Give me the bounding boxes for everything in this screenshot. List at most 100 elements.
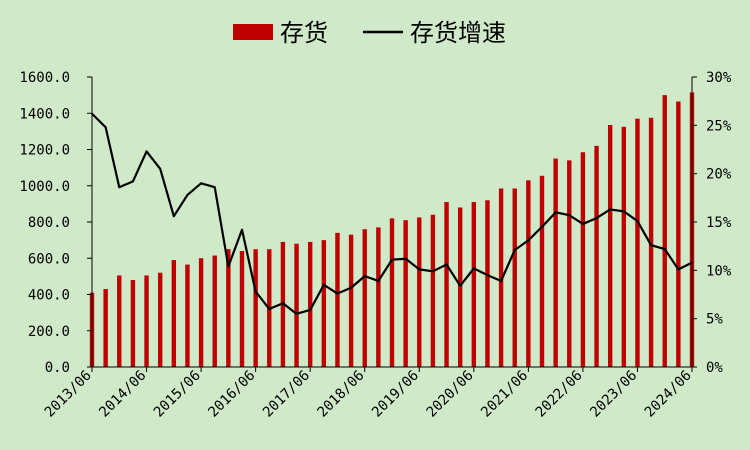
bar-2014-03 — [130, 280, 136, 367]
y-right-tick-label: 20% — [706, 167, 732, 183]
bar-2020-06 — [471, 202, 477, 367]
bar-2016-03 — [239, 251, 245, 367]
bar-2017-03 — [294, 243, 299, 367]
y-left-tick-label: 1600.0 — [19, 70, 70, 86]
growth-point-2020-03 — [459, 285, 461, 287]
bar-2018-09 — [376, 227, 381, 367]
growth-point-2023-06 — [636, 220, 639, 222]
y-left-tick-label: 1200.0 — [19, 143, 70, 159]
growth-point-2020-12 — [500, 280, 502, 282]
x-tick-label: 2022/06 — [533, 368, 586, 421]
growth-point-2014-06 — [145, 150, 148, 153]
growth-point-2015-06 — [200, 182, 202, 185]
growth-point-2014-09 — [159, 168, 161, 170]
x-tick-label: 2021/06 — [478, 368, 531, 421]
y-left-tick-label: 200.0 — [28, 324, 70, 340]
bar-2018-06 — [362, 229, 367, 367]
bar-2023-03 — [621, 126, 627, 367]
growth-point-2021-09 — [541, 226, 543, 228]
bar-2022-12 — [607, 125, 613, 367]
growth-point-2017-12 — [336, 292, 339, 295]
growth-point-2013-09 — [104, 126, 107, 129]
bar-2014-12 — [171, 260, 177, 367]
y-left-tick-label: 1000.0 — [19, 179, 70, 195]
bar-2020-09 — [485, 200, 490, 367]
x-tick-label: 2017/06 — [260, 368, 313, 421]
growth-point-2022-12 — [609, 208, 611, 211]
bar-2023-12 — [662, 95, 667, 368]
growth-point-2020-09 — [486, 274, 489, 276]
growth-point-2014-12 — [173, 215, 175, 217]
y-right-tick-label: 30% — [706, 70, 732, 86]
bar-2016-06 — [253, 249, 258, 367]
bar-2020-03 — [457, 207, 463, 367]
bar-2022-03 — [567, 160, 572, 368]
bar-2019-12 — [444, 202, 449, 367]
x-tick-label: 2015/06 — [151, 368, 204, 421]
growth-point-2023-03 — [623, 210, 625, 213]
y-left-tick-label: 800.0 — [28, 215, 70, 231]
x-tick-label: 2016/06 — [205, 368, 258, 421]
growth-point-2015-03 — [186, 194, 189, 196]
bar-2024-03 — [676, 101, 681, 367]
legend-label-growth: 存货增速 — [410, 19, 506, 47]
bar-2021-09 — [539, 175, 545, 367]
growth-point-2016-06 — [254, 290, 257, 293]
y-right-tick-label: 15% — [706, 215, 732, 231]
growth-point-2019-09 — [432, 270, 434, 273]
x-tick-label: 2018/06 — [315, 368, 368, 421]
growth-point-2015-09 — [213, 186, 216, 188]
bar-2013-09 — [103, 289, 108, 367]
bar-2017-12 — [335, 232, 340, 368]
x-tick-label: 2024/06 — [642, 368, 695, 421]
bar-2015-06 — [198, 258, 204, 367]
growth-point-2024-03 — [677, 268, 680, 271]
y-left-tick-label: 400.0 — [28, 288, 70, 304]
bar-2023-06 — [635, 118, 640, 367]
growth-point-2019-03 — [404, 257, 407, 260]
bar-2021-03 — [512, 188, 517, 367]
y-right-tick-label: 25% — [706, 118, 732, 134]
line-series-growth-layer — [91, 112, 693, 315]
x-tick-label: 2023/06 — [587, 368, 640, 421]
growth-point-2022-06 — [582, 223, 584, 225]
growth-point-2016-03 — [241, 228, 243, 231]
growth-point-2023-12 — [663, 248, 666, 250]
y-left-tick-label: 1400.0 — [19, 106, 70, 122]
growth-point-2017-09 — [323, 284, 325, 286]
growth-point-2023-09 — [650, 244, 652, 246]
bar-2018-03 — [348, 234, 354, 367]
growth-point-2017-06 — [309, 309, 311, 311]
bar-2019-03 — [403, 220, 408, 367]
bar-2018-12 — [389, 218, 395, 368]
bar-2022-09 — [594, 145, 599, 368]
growth-point-2018-06 — [363, 275, 366, 277]
growth-point-2020-06 — [473, 267, 475, 270]
growth-point-2021-06 — [527, 239, 530, 242]
legend: 存货 存货增速 — [233, 19, 506, 47]
bar-2015-12 — [226, 249, 231, 367]
growth-point-2017-03 — [295, 313, 298, 315]
bar-2015-09 — [212, 255, 217, 367]
x-tick-label: 2019/06 — [369, 368, 422, 421]
bar-2014-06 — [144, 275, 149, 367]
bar-2015-03 — [185, 264, 190, 367]
y-left-tick-label: 0.0 — [45, 360, 70, 376]
growth-point-2019-06 — [418, 268, 421, 271]
bar-2017-06 — [307, 241, 313, 367]
growth-point-2021-03 — [513, 249, 516, 251]
y-right-tick-label: 5% — [706, 312, 723, 328]
bar-2013-12 — [117, 275, 122, 367]
x-tick-label: 2020/06 — [424, 368, 477, 421]
growth-point-2022-09 — [595, 217, 598, 219]
growth-point-2018-12 — [391, 258, 393, 261]
growth-point-2016-12 — [282, 302, 284, 305]
bar-2017-09 — [321, 240, 327, 368]
growth-point-2015-12 — [227, 265, 230, 268]
y-left-tick-label: 600.0 — [28, 251, 70, 267]
bar-2022-06 — [580, 152, 586, 367]
bar-2014-09 — [157, 272, 163, 367]
growth-point-2019-12 — [445, 263, 448, 266]
